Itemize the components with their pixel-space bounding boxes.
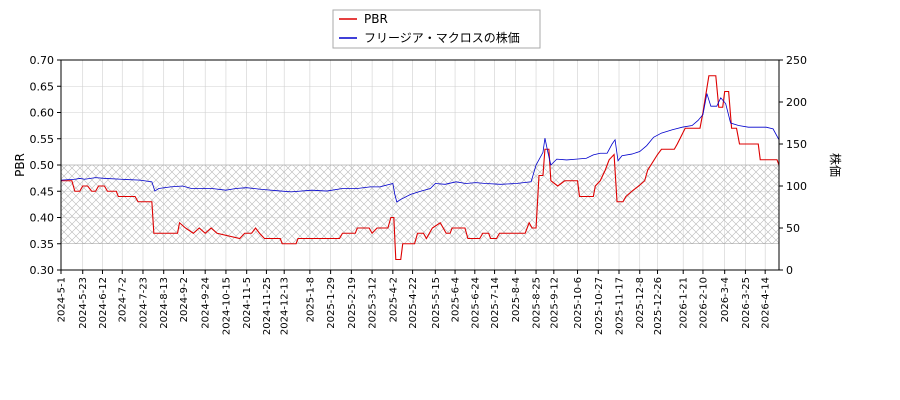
x-tick-label: 2024-8-13 [159, 277, 170, 329]
y-tick-label-left: 0.50 [30, 159, 55, 172]
x-tick-label: 2026-2-10 [698, 277, 709, 329]
y-tick-label-left: 0.35 [30, 238, 55, 251]
legend-box [332, 9, 541, 49]
y-tick-label-left: 0.45 [30, 185, 55, 198]
y-tick-label-right: 100 [786, 180, 807, 193]
y-tick-label-right: 0 [786, 264, 793, 277]
x-tick-label: 2025-12-26 [653, 277, 664, 335]
x-tick-label: 2025-8-25 [532, 277, 543, 329]
y-tick-label-right: 150 [786, 138, 807, 151]
y-tick-label-right: 200 [786, 96, 807, 109]
x-tick-label: 2024-5-1 [57, 277, 68, 322]
series-line-price [61, 93, 779, 203]
left-y-ticks: 0.30 0.35 0.40 0.45 0.50 0.55 0.60 0.65 0.70 [30, 54, 61, 277]
x-tick-label: 2024-10-15 [221, 277, 232, 335]
series-line-pbr [61, 75, 779, 261]
x-tick-label: 2025-8-4 [511, 277, 522, 322]
y-tick-label-left: 0.55 [30, 133, 55, 146]
y-tick-label-left: 0.40 [30, 212, 55, 225]
x-tick-label: 2024-5-23 [78, 277, 89, 329]
x-tick-label: 2026-1-21 [679, 277, 690, 329]
x-tick-label: 2025-10-27 [594, 277, 605, 335]
x-tick-label: 2025-4-2 [388, 277, 399, 322]
x-tick-label: 2024-11-5 [242, 277, 253, 329]
y-tick-label-left: 0.60 [30, 107, 55, 120]
x-tick-label: 2025-10-6 [573, 277, 584, 329]
x-tick-label: 2024-7-2 [118, 277, 129, 322]
hatched-band-fill [61, 165, 779, 244]
x-tick-label: 2025-7-14 [490, 277, 501, 329]
x-tick-label: 2025-12-8 [635, 277, 646, 329]
x-tick-label: 2025-6-4 [451, 277, 462, 322]
y-tick-label-left: 0.30 [30, 264, 55, 277]
x-tick-label: 2025-6-24 [470, 277, 481, 329]
x-tick-label: 2025-3-12 [368, 277, 379, 329]
x-tick-label: 2025-1-29 [326, 277, 337, 329]
x-tick-label: 2025-11-17 [615, 277, 626, 335]
y-tick-label-left: 0.65 [30, 80, 55, 93]
legend: PBR フリージア・マクロスの株価 [332, 9, 541, 49]
x-tick-label: 2025-4-22 [408, 277, 419, 329]
x-tick-label: 2024-12-13 [280, 277, 291, 335]
x-tick-label: 2024-9-2 [179, 277, 190, 322]
left-axis-label: PBR [13, 153, 27, 177]
x-tick-label: 2024-6-12 [98, 277, 109, 329]
x-tick-label: 2025-1-8 [305, 277, 316, 322]
x-tick-label: 2026-3-4 [720, 277, 731, 322]
x-tick-label: 2025-5-15 [431, 277, 442, 329]
y-tick-label-right: 250 [786, 54, 807, 67]
y-tick-label-right: 50 [786, 222, 800, 235]
x-tick-label: 2024-7-23 [138, 277, 149, 329]
right-axis-label: 株価 [828, 153, 843, 177]
x-tick-label: 2026-4-14 [761, 277, 772, 329]
x-tick-label: 2024-11-25 [262, 277, 273, 335]
hatched-band [61, 164, 779, 245]
x-tick-label: 2024-9-24 [201, 277, 212, 329]
x-tick-label: 2025-9-12 [549, 277, 560, 329]
series-layer [61, 75, 779, 261]
y-tick-label-left: 0.70 [30, 54, 55, 67]
legend-label-price: フリージア・マクロスの株価 [364, 30, 520, 45]
x-tick-label: 2026-3-25 [741, 277, 752, 329]
right-y-ticks: 0 50 100 150 200 250 [779, 54, 807, 277]
x-tick-label: 2025-2-19 [347, 277, 358, 329]
x-ticks: 2024-5-1 2024-5-23 2024-6-12 2024-7-2 2024-7… [57, 270, 772, 335]
legend-label-pbr: PBR [364, 12, 388, 26]
